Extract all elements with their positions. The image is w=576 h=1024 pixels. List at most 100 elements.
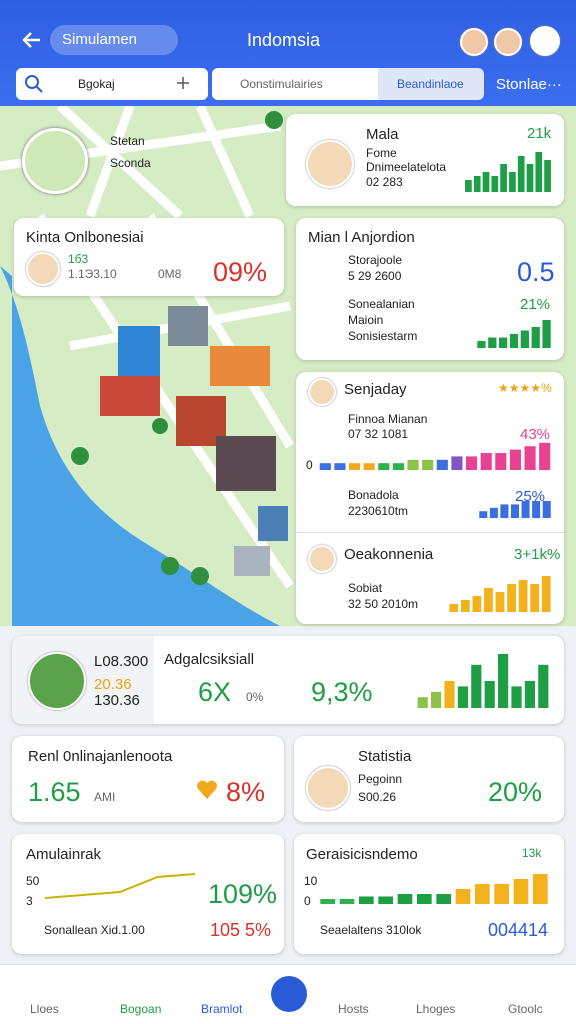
bar: [482, 172, 490, 192]
unit-text: 0M8: [158, 267, 182, 281]
card-renl[interactable]: [12, 736, 284, 822]
bar: [509, 172, 516, 192]
bar: [349, 463, 361, 470]
bar: [509, 449, 521, 470]
item-text[interactable]: Stonlae···: [496, 76, 562, 93]
item-text: Stetan: [110, 134, 145, 148]
rating-text: ★★★★%: [498, 381, 552, 395]
item-text[interactable]: Beandinlaoe: [397, 77, 464, 91]
note-text: Sonallean Xid.1.00: [44, 923, 145, 937]
unit-text: AMI: [94, 790, 116, 804]
code-text: 1б3: [68, 252, 89, 266]
tab[interactable]: [212, 68, 378, 100]
avatar: [306, 140, 354, 188]
big-text: 6X: [198, 677, 232, 707]
statitem-text: 21%: [520, 296, 551, 313]
bar: [542, 501, 551, 518]
item-text[interactable]: Hosts: [338, 1002, 369, 1016]
item-text: L08.300: [94, 653, 149, 670]
heart-icon: [197, 780, 217, 799]
avatar: [26, 252, 60, 286]
bar: [491, 176, 499, 192]
item-text[interactable]: Bramlot: [201, 1002, 243, 1016]
item-text[interactable]: Lloes: [30, 1002, 59, 1016]
bar: [532, 501, 541, 518]
item-text: Dnimeelatelota: [366, 160, 447, 174]
bar: [500, 504, 509, 518]
bar: [509, 334, 519, 348]
titleitem-text: Oeakonnenia: [344, 546, 434, 563]
bar: [451, 456, 463, 470]
bar: [457, 686, 468, 708]
bar: [474, 884, 490, 904]
tab-active[interactable]: [378, 68, 484, 100]
add-icon[interactable]: [176, 76, 190, 90]
stat-text: 20%: [488, 777, 543, 807]
bar: [477, 341, 486, 348]
item-text[interactable]: Oonstimulairies: [240, 77, 323, 91]
map-badge[interactable]: [22, 128, 88, 194]
bar: [484, 588, 493, 612]
card-kinta[interactable]: [14, 218, 284, 296]
avatar[interactable]: [494, 28, 522, 56]
bar: [541, 576, 551, 612]
title-text: Statistia: [358, 748, 412, 765]
item-text[interactable]: Gtoolc: [508, 1002, 543, 1016]
card-mian[interactable]: [296, 218, 564, 360]
item-text: 0: [304, 894, 311, 908]
sub-text: 1.1Э3.10: [68, 267, 117, 281]
statitem-text: 25%: [515, 488, 546, 505]
item-text: Finnoa Mianan: [348, 412, 428, 426]
bar: [500, 164, 507, 192]
item-text[interactable]: Lhoges: [416, 1002, 456, 1016]
statitem-text: 105 5%: [210, 920, 272, 940]
bar: [392, 463, 404, 470]
bar: [484, 681, 495, 708]
item-text: 07 32 1081: [348, 427, 409, 441]
stat-text: 43%: [520, 426, 551, 443]
sim-pill[interactable]: [50, 25, 178, 55]
bar: [378, 896, 394, 904]
item-text: Maioin: [348, 313, 384, 327]
bar: [339, 899, 355, 904]
bar: [507, 584, 516, 612]
bar: [460, 600, 470, 612]
item-text: Sconda: [110, 156, 151, 170]
avatar: [308, 378, 336, 406]
bar: [521, 501, 530, 518]
bar: [488, 337, 497, 348]
small-text: 0%: [246, 690, 264, 704]
bar: [466, 456, 478, 470]
item-text: S00.26: [358, 790, 397, 804]
item-text: 130.36: [94, 692, 140, 709]
stat-text: 8%: [226, 777, 266, 807]
bar: [363, 463, 375, 470]
bar: [479, 511, 488, 518]
item-text: Fome: [366, 146, 397, 160]
avatar[interactable]: [460, 28, 488, 56]
back-button[interactable]: [20, 28, 44, 52]
search-text[interactable]: Bgokaj: [78, 77, 115, 91]
profile-button[interactable]: [530, 26, 560, 56]
bar: [378, 463, 390, 470]
bar: [455, 889, 471, 904]
title-text: Renl 0nlinajanlenoota: [28, 748, 173, 765]
title-text: Geraisicisndemo: [306, 846, 418, 863]
bar: [499, 337, 508, 348]
search-box[interactable]: [16, 68, 208, 100]
bar: [472, 596, 482, 612]
bar: [518, 580, 528, 612]
nav-center-button[interactable]: [271, 976, 307, 1012]
card-amul[interactable]: [12, 834, 284, 954]
title-text: Kinta Onlbonesiai: [26, 229, 144, 246]
badge-text: 13k: [522, 846, 542, 860]
note-text: Seaelaltens 310lok: [320, 923, 422, 937]
title-text: Senjaday: [344, 381, 407, 398]
item-text: 50: [26, 874, 40, 888]
item-text[interactable]: Bogoan: [120, 1002, 162, 1016]
item-text: Sobiat: [348, 581, 383, 595]
statitem-text: 0.5: [517, 257, 555, 287]
bar: [416, 894, 432, 904]
mini-bar-chart: [449, 576, 551, 612]
